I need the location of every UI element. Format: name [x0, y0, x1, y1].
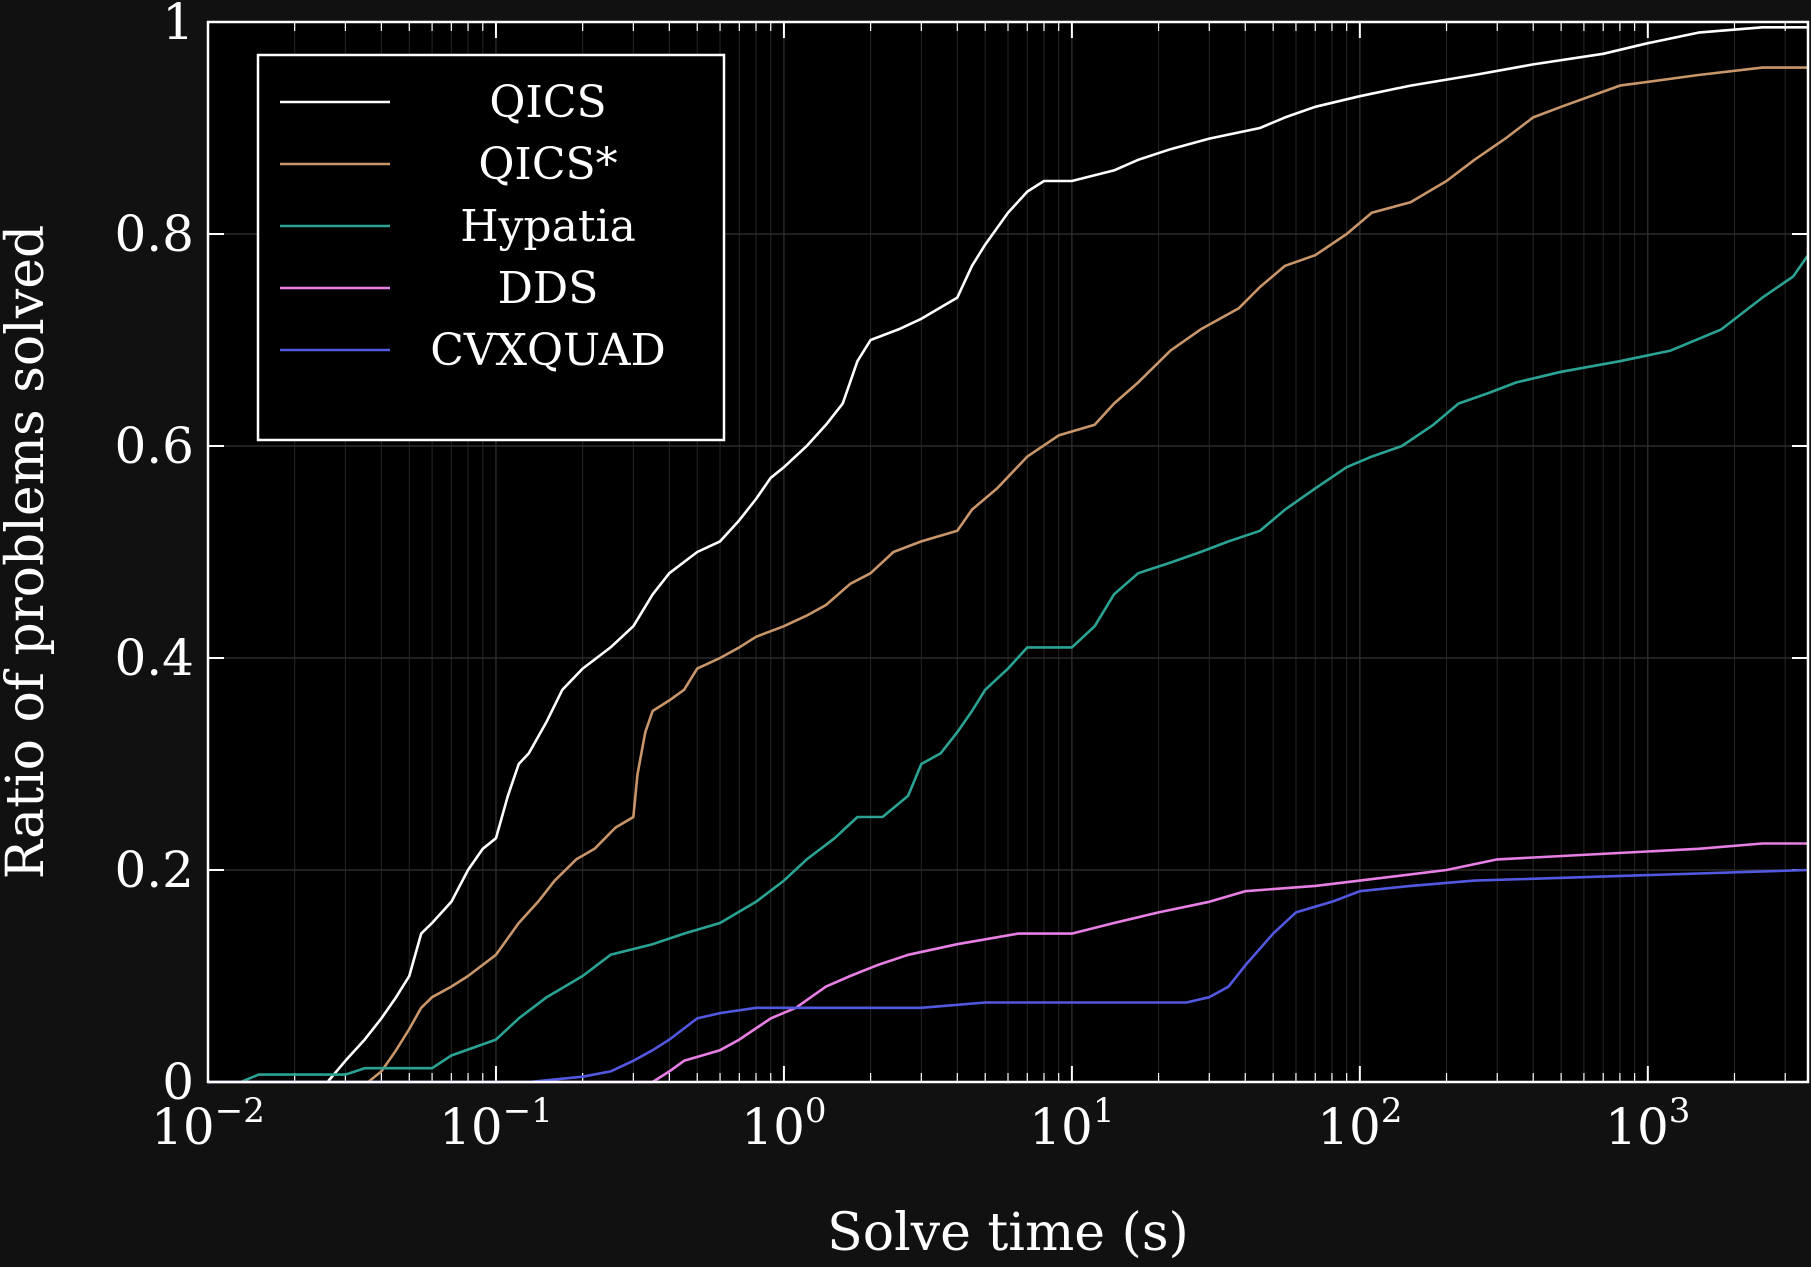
plot-frame: [206, 20, 1810, 1084]
minor-ticks: [207, 21, 1808, 1083]
y-tick-label: 0.8: [114, 205, 194, 263]
x-tick-exponent: −1: [503, 1091, 553, 1131]
legend-label: QICS*: [478, 139, 617, 190]
y-tick-label: 1: [162, 0, 194, 51]
x-tick-label: 100: [741, 1091, 826, 1156]
series-line-qics: [208, 26, 1808, 1084]
legend-box: [256, 53, 726, 442]
x-tick-exponent: 3: [1669, 1091, 1691, 1131]
series-line-dds: [208, 842, 1808, 1084]
x-tick-base: 10: [151, 1098, 215, 1156]
legend-label: Hypatia: [460, 201, 636, 252]
series-line-qics-star: [208, 66, 1808, 1084]
y-tick-label: 0.4: [114, 629, 194, 687]
x-tick-exponent: 0: [805, 1091, 827, 1131]
x-tick-label: 101: [1029, 1091, 1114, 1156]
x-axis-title: Solve time (s): [827, 1203, 1189, 1263]
x-tick-label: 103: [1605, 1091, 1690, 1156]
x-tick-labels: 10−2 10−1 100 101 102 103: [151, 1091, 1690, 1156]
x-tick-base: 10: [1029, 1098, 1093, 1156]
legend: QICS QICS* Hypatia DDS CVXQUAD: [256, 53, 726, 442]
x-tick-base: 10: [741, 1098, 805, 1156]
series-group: [208, 26, 1810, 1084]
x-tick-base: 10: [1605, 1098, 1669, 1156]
y-tick-label: 0: [162, 1053, 194, 1111]
x-tick-label: 10−1: [439, 1091, 553, 1156]
x-tick-exponent: −2: [215, 1091, 265, 1131]
legend-label: QICS: [489, 77, 606, 128]
x-tick-exponent: 2: [1381, 1091, 1403, 1131]
series-line-hypatia: [208, 254, 1810, 1084]
legend-label: DDS: [498, 263, 599, 314]
y-tick-label: 0.6: [114, 417, 194, 475]
x-tick-base: 10: [439, 1098, 503, 1156]
y-tick-labels: 0 0.2 0.4 0.6 0.8 1: [114, 0, 194, 1111]
x-tick-exponent: 1: [1093, 1091, 1115, 1131]
series-line-cvxquad: [208, 868, 1809, 1084]
legend-label: CVXQUAD: [430, 325, 666, 376]
x-tick-label: 10−2: [151, 1091, 265, 1156]
y-axis-title: Ratio of problems solved: [0, 225, 56, 880]
x-tick-label: 102: [1317, 1091, 1402, 1156]
x-tick-base: 10: [1317, 1098, 1381, 1156]
y-tick-label: 0.2: [114, 841, 194, 899]
